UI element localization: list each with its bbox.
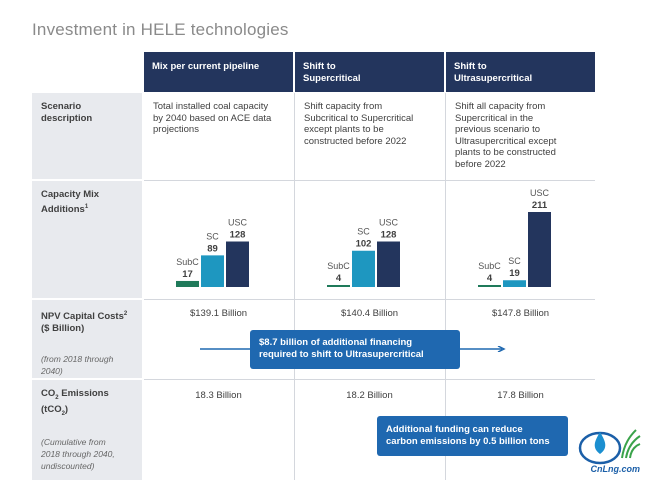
- capacity-mix-chart: SubC 4 SC 19 USC 211: [478, 183, 588, 289]
- page-title: Investment in HELE technologies: [32, 20, 289, 39]
- row-label-npv: NPV Capital Costs2 ($ Billion) (from 201…: [32, 300, 142, 378]
- npv-value: $139.1 Billion: [189, 308, 248, 319]
- bar-sc: [352, 250, 375, 287]
- header-text: Supercritical: [303, 73, 361, 84]
- header-text: Mix per current pipeline: [152, 61, 260, 72]
- npv-value: $147.8 Billion: [491, 308, 550, 319]
- bar-value-label: 102: [356, 239, 372, 250]
- bar-subc: [327, 285, 350, 287]
- row-label-text: NPV Capital Costs2: [41, 311, 128, 323]
- bar-category-label: SubC: [478, 261, 501, 271]
- bar-category-label: SC: [357, 227, 370, 237]
- bar-sc: [201, 255, 224, 287]
- column-header-supercritical: Shift to Supercritical: [295, 52, 444, 92]
- bar-category-label: SubC: [327, 261, 350, 271]
- bar-category-label: SubC: [176, 257, 199, 267]
- bar-usc: [528, 212, 551, 287]
- row-divider: [144, 180, 595, 181]
- watermark-logo-icon: [578, 429, 641, 465]
- co2-value: 17.8 Billion: [497, 390, 544, 401]
- bar-subc: [478, 285, 501, 287]
- scenario-description: Shift all capacity from Supercritical in …: [455, 101, 557, 170]
- npv-value: $140.4 Billion: [340, 308, 399, 319]
- row-label-text: description: [41, 113, 93, 124]
- scenario-description: Shift capacity from Subcritical to Superc…: [304, 101, 414, 147]
- bar-sc: [503, 280, 526, 287]
- row-divider: [144, 299, 595, 300]
- emissions-callout: Additional funding can reduce carbon emi…: [377, 416, 568, 456]
- watermark-text: CnLng.com: [590, 464, 641, 474]
- bar-value-label: 128: [230, 230, 246, 241]
- co2-value: 18.2 Billion: [346, 390, 393, 401]
- header-text: Ultrasupercritical: [454, 73, 533, 84]
- capacity-mix-chart-svg: SubC 17 SC 89 USC 128: [176, 218, 249, 287]
- row-label-text: Additions1: [41, 204, 89, 216]
- row-label-text: Scenario: [41, 101, 82, 112]
- bar-value-label: 17: [182, 269, 193, 280]
- bar-value-label: 19: [509, 268, 520, 279]
- bar-value-label: 4: [487, 273, 493, 284]
- row-note: (from 2018 through 2040): [41, 354, 114, 377]
- bar-category-label: USC: [379, 218, 399, 228]
- bar-usc: [226, 241, 249, 287]
- column-header-ultrasupercritical: Shift to Ultrasupercritical: [446, 52, 595, 92]
- bar-category-label: USC: [530, 188, 550, 198]
- capacity-mix-chart-svg: SubC 4 SC 19 USC 211: [478, 188, 551, 287]
- co2-value: 18.3 Billion: [195, 390, 242, 401]
- row-label-text: ($ Billion): [41, 323, 85, 335]
- bar-category-label: USC: [228, 218, 248, 228]
- column-divider: [294, 93, 295, 480]
- row-label-capacity: Capacity Mix Additions1: [32, 181, 142, 298]
- row-label-scenario: Scenario description: [32, 93, 142, 179]
- capacity-mix-chart: SubC 4 SC 102 USC 128: [327, 183, 437, 289]
- scenario-description: Total installed coal capacity by 2040 bas…: [153, 101, 272, 135]
- bar-category-label: SC: [206, 231, 219, 241]
- bar-category-label: SC: [508, 256, 521, 266]
- bar-value-label: 128: [381, 230, 397, 241]
- bar-value-label: 4: [336, 273, 342, 284]
- capacity-mix-chart: SubC 17 SC 89 USC 128: [176, 183, 286, 289]
- row-label-co2: CO2 Emissions (tCO2) (Cumulative from 201…: [32, 380, 142, 480]
- row-divider: [144, 379, 595, 380]
- row-label-text: Capacity Mix: [41, 189, 100, 200]
- row-note: (Cumulative from 2018 through 2040, undisc…: [41, 436, 115, 471]
- bar-value-label: 89: [207, 243, 218, 254]
- header-text: Shift to: [303, 61, 336, 72]
- bar-subc: [176, 280, 199, 287]
- bar-value-label: 211: [532, 200, 548, 211]
- column-header-current-pipeline: Mix per current pipeline: [144, 52, 293, 92]
- financing-callout: $8.7 billion of additional financing req…: [250, 330, 460, 369]
- bar-usc: [377, 241, 400, 287]
- row-label-text: CO2 Emissions: [41, 388, 109, 401]
- column-divider: [445, 93, 446, 480]
- capacity-mix-chart-svg: SubC 4 SC 102 USC 128: [327, 218, 400, 287]
- header-text: Shift to: [454, 61, 487, 72]
- row-label-text: (tCO2): [41, 403, 69, 417]
